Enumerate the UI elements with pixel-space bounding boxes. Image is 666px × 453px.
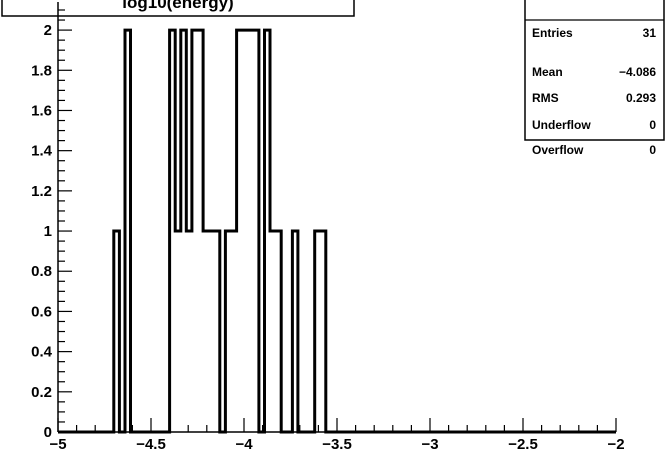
stats-entries-label: Entries [532,26,573,40]
x-tick-label: −2.5 [508,436,538,453]
tick-labels: −5 −4.5 −4 −3.5 −3 −2.5 −2 0 0.2 0.4 0.6 0.8 1 1.2 1.4… [31,22,624,453]
stats-mean-value: −4.086 [619,65,656,79]
y-tick-label: 0.4 [31,344,53,361]
x-tick-label: −4.5 [136,436,166,453]
title-box: log10(energy) [1,0,355,17]
y-tick-label: 2 [44,22,52,39]
stats-underflow-value: 0 [649,118,656,132]
stats-underflow-label: Underflow [532,118,591,132]
y-tick-label: 1 [44,223,52,240]
y-tick-label: 1.2 [31,183,52,200]
stats-rms-value: 0.293 [626,91,656,105]
stats-overflow-label: Overflow [532,143,584,157]
y-tick-label: 1.4 [31,143,53,160]
y-tick-label: 0.6 [31,303,52,320]
x-tick-label: −5 [49,436,66,453]
stats-rms-label: RMS [532,91,559,105]
y-tick-label: 0 [44,424,52,441]
stats-overflow-value: 0 [649,143,656,157]
x-tick-label: −3 [421,436,438,453]
y-tick-label: 0.8 [31,263,52,280]
x-tick-label: −2 [607,436,624,453]
x-tick-label: −4 [235,436,253,453]
chart-title: log10(energy) [122,0,233,12]
stats-box-frame [524,0,665,141]
y-tick-label: 0.2 [31,384,52,401]
stats-entries-value: 31 [643,26,657,40]
stats-mean-label: Mean [532,65,563,79]
y-tick-label: 1.6 [31,102,52,119]
x-tick-label: −3.5 [322,436,352,453]
title-box-frame [1,0,355,17]
y-tick-label: 1.8 [31,62,52,79]
histogram-outline [58,28,616,434]
stats-box: Entries 31 Mean −4.086 RMS 0.293 Underfl… [524,0,665,157]
